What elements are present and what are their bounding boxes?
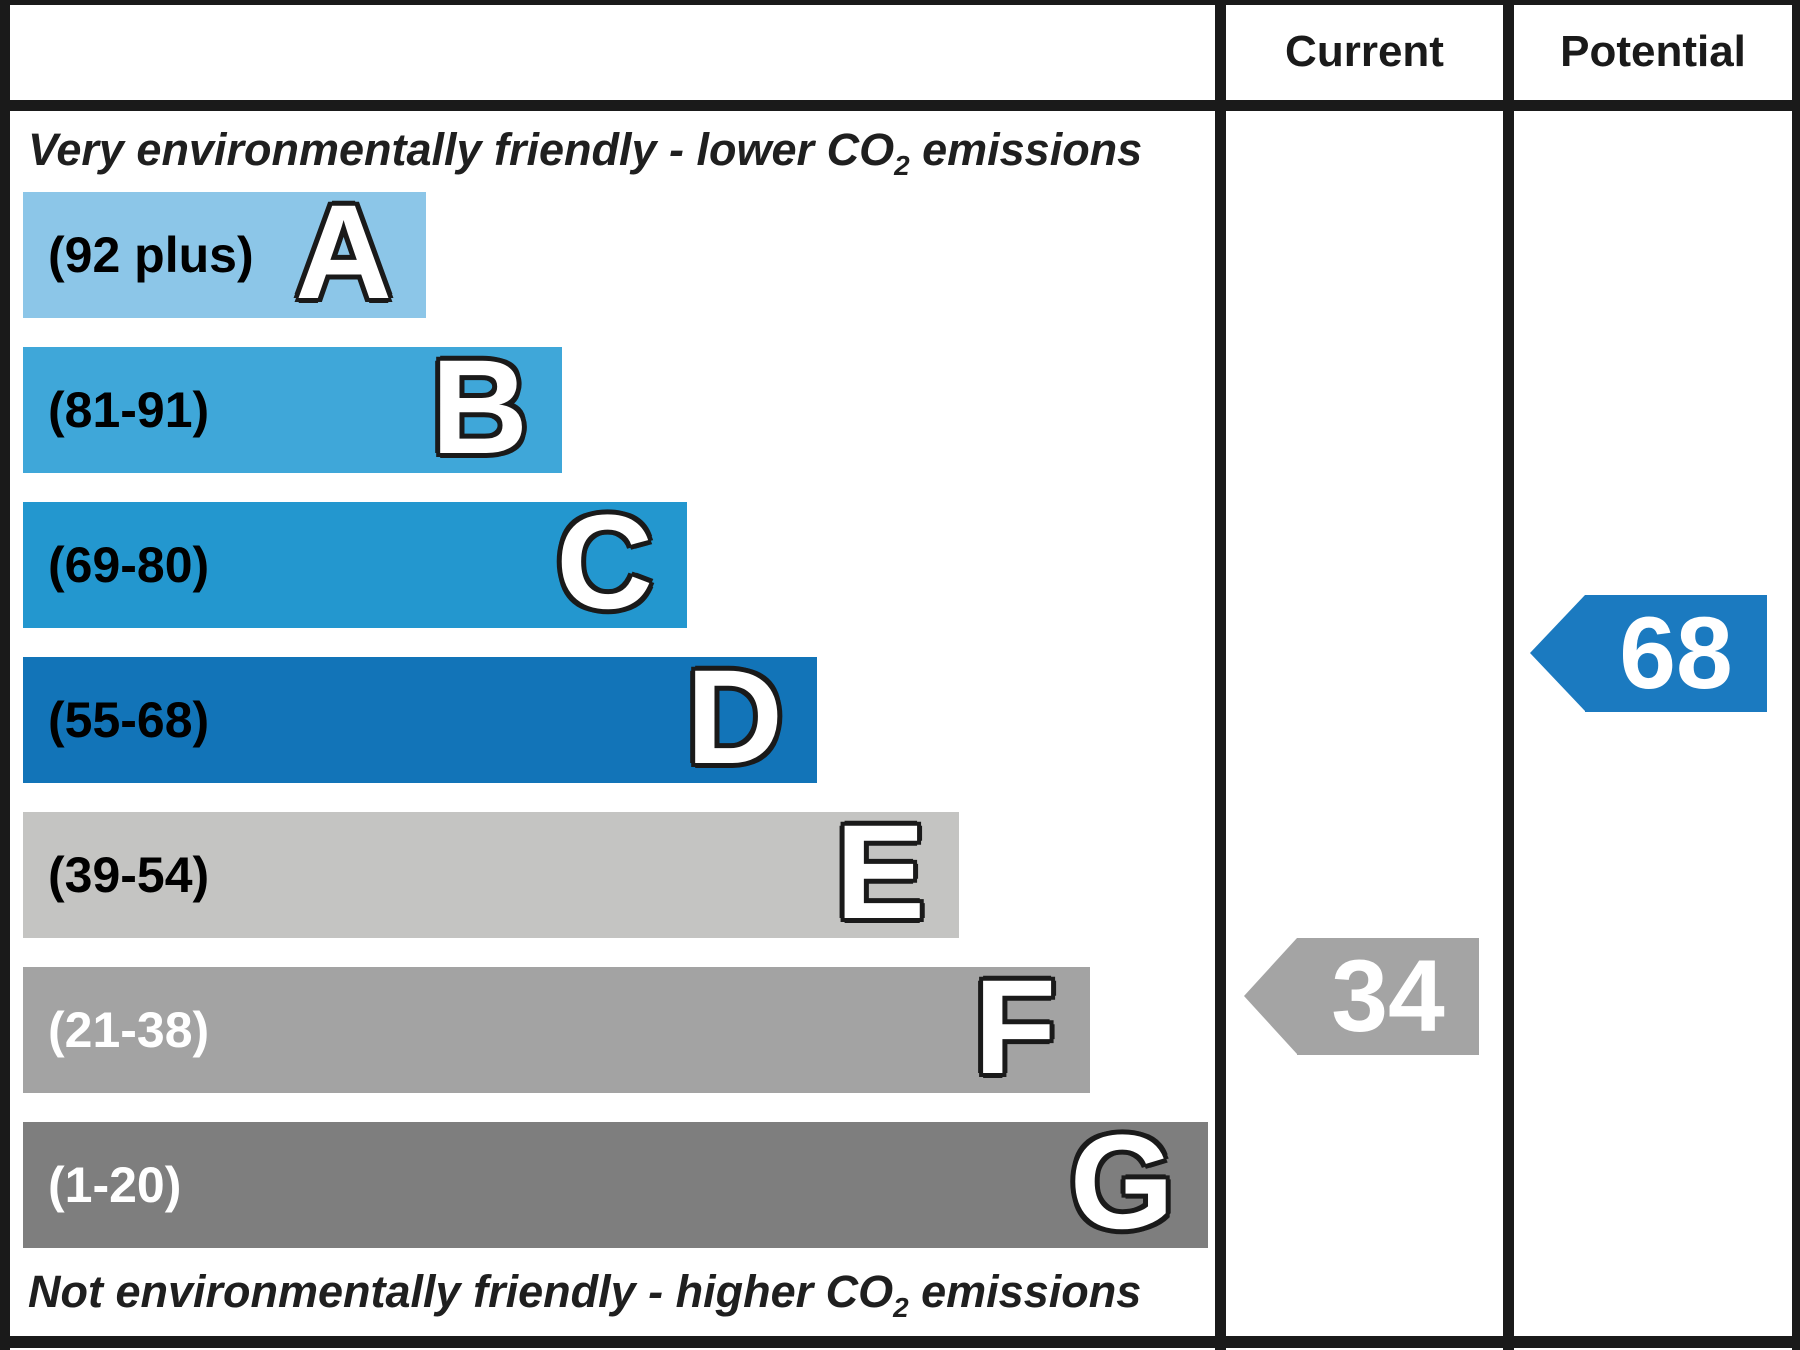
band-letter: F	[974, 953, 1056, 1102]
band-bar: (1-20) G	[23, 1108, 1208, 1257]
bottom-note-text: Not environmentally friendly - higher CO	[28, 1266, 894, 1317]
band-letter: A	[295, 178, 392, 327]
band-letter: E	[835, 798, 925, 947]
column-divider-potential	[1503, 0, 1514, 1350]
band-bar: (81-91) B	[23, 333, 562, 482]
current-column-header: Current	[1285, 27, 1444, 76]
potential-arrow-tip-icon	[1530, 595, 1585, 711]
top-note-subscript: 2	[894, 150, 910, 181]
band-range-label: (21-38)	[48, 1002, 210, 1058]
band-bar: (39-54) E	[23, 798, 959, 947]
band-range-label: (39-54)	[48, 847, 210, 903]
band-range-label: (92 plus)	[48, 227, 254, 283]
band-row: (1-20) G	[23, 1108, 1213, 1257]
bottom-note-text-end: emissions	[908, 1266, 1142, 1317]
band-range-label: (55-68)	[48, 692, 210, 748]
band-row: (21-38) F	[23, 953, 1213, 1102]
top-note-text: Very environmentally friendly - lower CO	[28, 124, 895, 175]
band-letter: G	[1069, 1108, 1174, 1257]
current-arrow-tip-icon	[1244, 938, 1297, 1054]
current-rating-value: 34	[1297, 938, 1479, 1055]
border-bottom	[0, 1336, 1800, 1348]
band-row: (69-80) C	[23, 488, 1213, 637]
bottom-note: Not environmentally friendly - higher CO…	[28, 1262, 1208, 1323]
border-top	[0, 0, 1800, 5]
border-right	[1792, 0, 1800, 1350]
band-bar: (21-38) F	[23, 953, 1090, 1102]
band-letter: D	[686, 643, 783, 792]
band-bar: (92 plus) A	[23, 178, 426, 327]
top-note-text-end: emissions	[909, 124, 1143, 175]
band-row: (39-54) E	[23, 798, 1213, 947]
band-bar: (69-80) C	[23, 488, 687, 637]
header-separator-line	[0, 100, 1800, 111]
band-row: (81-91) B	[23, 333, 1213, 482]
band-letter: C	[556, 488, 653, 637]
border-left	[0, 0, 10, 1350]
band-bar: (55-68) D	[23, 643, 817, 792]
band-row: (55-68) D	[23, 643, 1213, 792]
potential-column-header: Potential	[1560, 27, 1746, 76]
band-range-label: (69-80)	[48, 537, 210, 593]
current-rating-arrow: 34	[1244, 938, 1479, 1055]
band-row: (92 plus) A	[23, 178, 1213, 327]
column-divider-current	[1215, 0, 1226, 1350]
band-range-label: (81-91)	[48, 382, 210, 438]
potential-rating-value: 68	[1585, 595, 1767, 712]
top-note: Very environmentally friendly - lower CO…	[28, 120, 1208, 181]
bottom-note-subscript: 2	[893, 1292, 909, 1323]
band-range-label: (1-20)	[48, 1157, 182, 1213]
potential-rating-arrow: 68	[1530, 595, 1767, 712]
band-letter: B	[431, 333, 528, 482]
